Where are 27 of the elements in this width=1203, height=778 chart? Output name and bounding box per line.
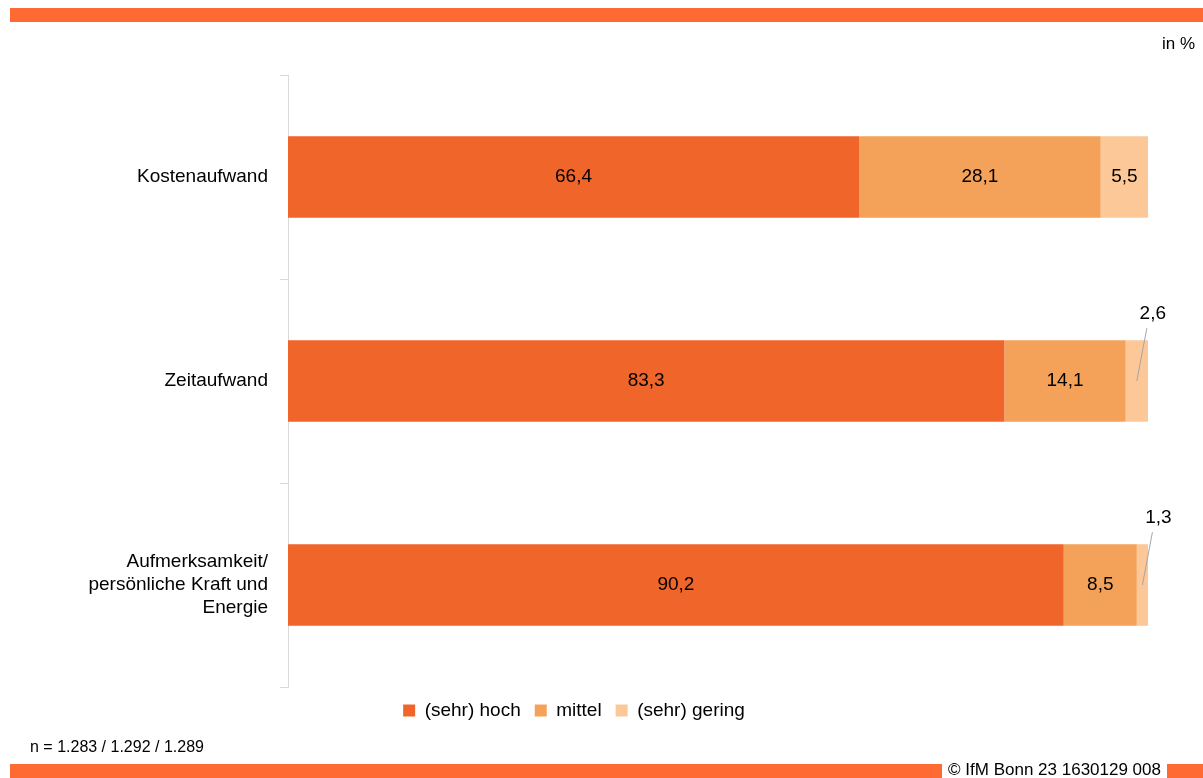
- bar: [1004, 340, 1126, 422]
- bar: [288, 136, 860, 218]
- bar: [859, 136, 1101, 218]
- legend-label: (sehr) gering: [637, 698, 745, 720]
- bar: [288, 340, 1005, 422]
- legend-label: mittel: [556, 698, 602, 720]
- data-label: 14,1: [1046, 369, 1084, 391]
- bar: [1136, 544, 1148, 626]
- data-label: 5,5: [1111, 165, 1138, 187]
- text: n = 1.283 / 1.292 / 1.289: [30, 738, 204, 756]
- data-label: 83,3: [627, 369, 665, 391]
- y-tick-label: Kostenaufwand: [137, 165, 268, 187]
- data-label: 28,1: [961, 165, 999, 187]
- bar: [288, 544, 1064, 626]
- data-label: 2,6: [1139, 302, 1167, 324]
- text: © IfM Bonn 23 1630129 008: [942, 759, 1167, 778]
- data-label: 1,3: [1145, 506, 1172, 528]
- data-label: 90,2: [657, 573, 695, 595]
- bar: [1100, 136, 1148, 218]
- text: in %: [1161, 34, 1195, 54]
- y-tick-label: Zeitaufwand: [164, 369, 268, 391]
- bar: [1063, 544, 1137, 626]
- y-tick-label: Aufmerksamkeit/ persönliche Kraft und Energie: [88, 550, 269, 618]
- data-label: 8,5: [1087, 573, 1114, 595]
- bar: [1125, 340, 1148, 422]
- legend-label: (sehr) hoch: [424, 698, 521, 720]
- data-label: 66,4: [555, 165, 593, 187]
